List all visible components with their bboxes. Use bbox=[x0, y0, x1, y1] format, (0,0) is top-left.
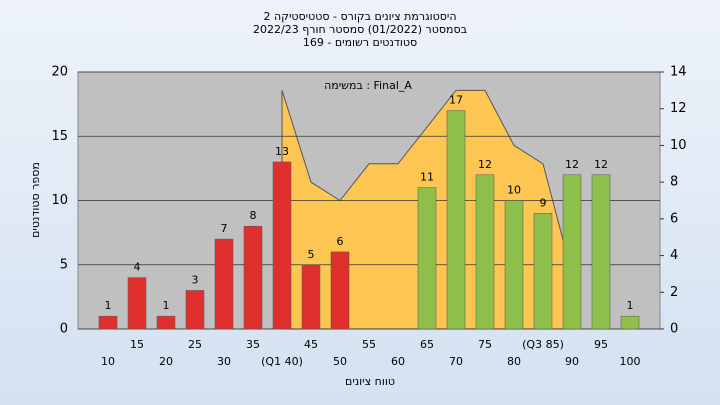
value-label: 12 bbox=[594, 158, 608, 171]
y-tick-label: 20 bbox=[51, 65, 68, 80]
bar bbox=[127, 277, 147, 330]
y2-tick-label: 4 bbox=[670, 248, 678, 263]
x-tick-label: 50 bbox=[333, 355, 347, 368]
y2-tick-label: 2 bbox=[670, 285, 678, 300]
bar bbox=[504, 200, 524, 330]
bar bbox=[591, 174, 611, 330]
value-label: 11 bbox=[420, 171, 434, 184]
bar bbox=[446, 110, 466, 330]
x-tick-label: 80 bbox=[507, 355, 521, 368]
y-tick-label: 0 bbox=[60, 322, 68, 337]
chart-title: היסטוגרמת ציונים בקורס - סטטיסטיקה 2 bbox=[263, 10, 456, 23]
value-label: 17 bbox=[449, 94, 463, 107]
x-tick-label: 100 bbox=[620, 355, 641, 368]
y2-tick-label: 12 bbox=[670, 101, 687, 116]
x-tick-label: 95 bbox=[594, 338, 608, 351]
y-axis-title: מספר סטודנטים bbox=[29, 162, 42, 238]
x-tick-label: (Q3 85) bbox=[522, 338, 564, 351]
bar bbox=[243, 225, 263, 330]
value-label: 1 bbox=[627, 299, 634, 312]
y2-tick-label: 8 bbox=[670, 175, 678, 190]
y2-tick-label: 14 bbox=[670, 65, 687, 80]
bar bbox=[562, 174, 582, 330]
value-label: 12 bbox=[478, 158, 492, 171]
x-tick-label: 25 bbox=[188, 338, 202, 351]
x-tick-label: 45 bbox=[304, 338, 318, 351]
y2-tick-label: 10 bbox=[670, 138, 687, 153]
y-tick-label: 10 bbox=[51, 193, 68, 208]
x-tick-label: 55 bbox=[362, 338, 376, 351]
annotation: במשימה : Final_A bbox=[324, 79, 412, 92]
value-label: 7 bbox=[221, 222, 228, 235]
x-tick-label: 65 bbox=[420, 338, 434, 351]
x-tick-label: 90 bbox=[565, 355, 579, 368]
x-tick-label: 70 bbox=[449, 355, 463, 368]
value-label: 13 bbox=[275, 145, 289, 158]
x-tick-label: 20 bbox=[159, 355, 173, 368]
bar bbox=[330, 251, 350, 330]
bar bbox=[214, 238, 234, 330]
y-tick-label: 15 bbox=[51, 129, 68, 144]
value-label: 4 bbox=[134, 261, 141, 274]
x-tick-label: (Q1 40) bbox=[261, 355, 303, 368]
bar bbox=[98, 315, 118, 330]
x-tick-label: 60 bbox=[391, 355, 405, 368]
bar bbox=[475, 174, 495, 330]
bar bbox=[417, 187, 437, 330]
x-tick-label: 15 bbox=[130, 338, 144, 351]
value-label: 1 bbox=[163, 299, 170, 312]
x-tick-label: 10 bbox=[101, 355, 115, 368]
value-label: 3 bbox=[192, 273, 199, 286]
value-label: 5 bbox=[308, 248, 315, 261]
y-tick-label: 5 bbox=[60, 257, 68, 272]
bar bbox=[533, 213, 553, 330]
value-label: 12 bbox=[565, 158, 579, 171]
bar bbox=[185, 290, 205, 330]
value-label: 1 bbox=[105, 299, 112, 312]
value-label: 6 bbox=[337, 235, 344, 248]
bar bbox=[156, 315, 176, 330]
value-label: 10 bbox=[507, 184, 521, 197]
x-axis-title: טווח ציונים bbox=[345, 375, 395, 388]
x-tick-label: 75 bbox=[478, 338, 492, 351]
value-label: 9 bbox=[540, 196, 547, 209]
value-label: 8 bbox=[250, 209, 257, 222]
y2-tick-label: 6 bbox=[670, 211, 678, 226]
bar bbox=[620, 315, 640, 330]
x-tick-label: 30 bbox=[217, 355, 231, 368]
bar bbox=[272, 161, 292, 330]
bar bbox=[301, 264, 321, 330]
y2-tick-label: 0 bbox=[670, 322, 678, 337]
chart-subtitle: סטודנטים רשומים - 169 bbox=[303, 36, 417, 49]
x-tick-label: 35 bbox=[246, 338, 260, 351]
chart-subtitle: בסמסטר (01/2022) סמסטר חורף 2022/23 bbox=[253, 23, 467, 36]
